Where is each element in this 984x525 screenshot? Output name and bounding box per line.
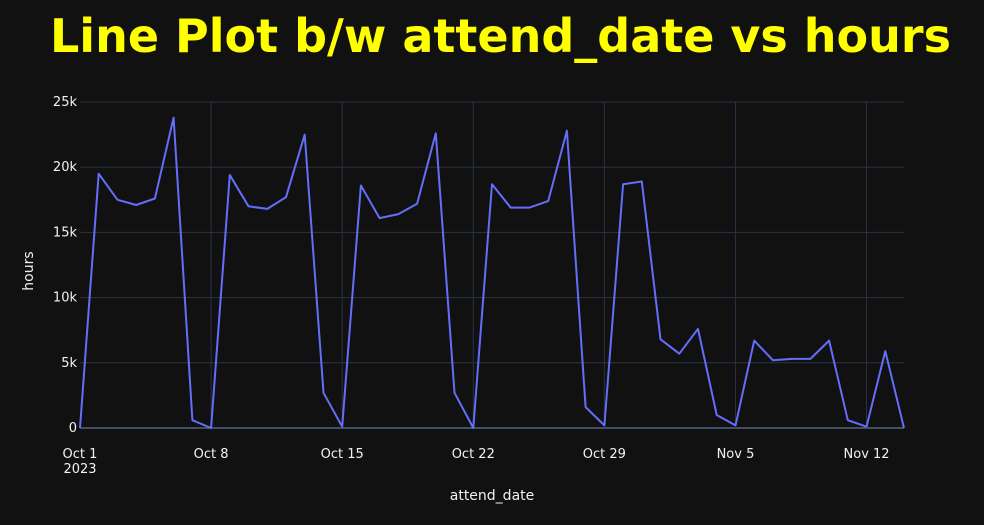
y-tick-label: 15k xyxy=(53,225,78,240)
x-tick-label: Oct 22 xyxy=(452,447,495,462)
plot-area[interactable] xyxy=(79,116,905,429)
y-tick-label: 0 xyxy=(69,421,77,436)
x-tick-label: Oct 29 xyxy=(583,447,626,462)
chart-title: Line Plot b/w attend_date vs hours xyxy=(50,9,951,63)
y-axis-title: hours xyxy=(21,251,37,290)
x-tick-label: Oct 15 xyxy=(321,447,364,462)
y-tick-label: 5k xyxy=(61,356,77,371)
x-tick-label: Nov 5 xyxy=(717,447,755,462)
y-tick-label: 25k xyxy=(53,95,78,110)
x-axis-title: attend_date xyxy=(450,488,535,504)
y-tick-label: 10k xyxy=(53,291,78,306)
y-axis-ticks: 0 5k 10k 15k 20k 25k xyxy=(53,95,78,436)
x-tick-year-label: 2023 xyxy=(63,462,96,477)
x-tick-label: Oct 1 xyxy=(63,447,98,462)
x-tick-label: Nov 12 xyxy=(844,447,890,462)
series-line[interactable] xyxy=(79,116,905,429)
y-tick-label: 20k xyxy=(53,160,78,175)
grid xyxy=(80,101,904,429)
x-tick-label: Oct 8 xyxy=(194,447,229,462)
